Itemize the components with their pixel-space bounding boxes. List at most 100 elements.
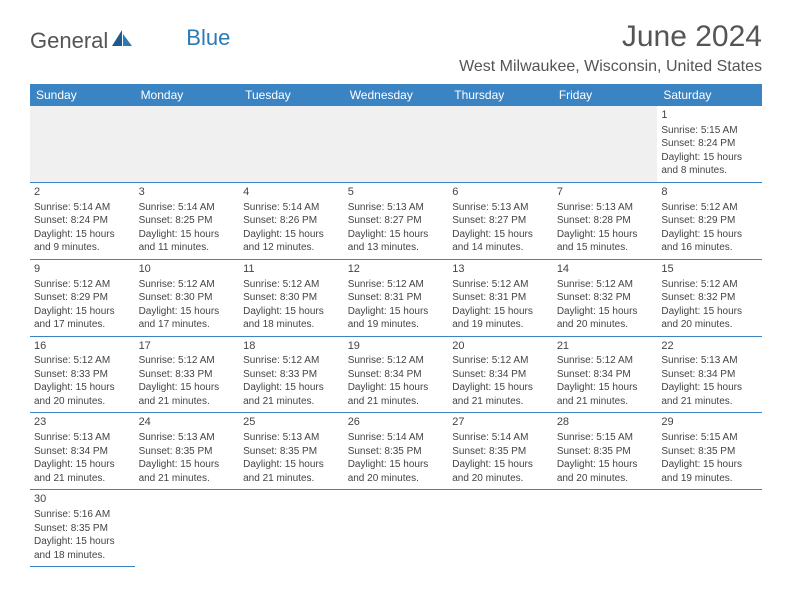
calendar-cell: 25Sunrise: 5:13 AMSunset: 8:35 PMDayligh… <box>239 413 344 490</box>
sunset-line: Sunset: 8:33 PM <box>139 368 236 382</box>
calendar-cell <box>553 106 658 182</box>
sunset-line: Sunset: 8:35 PM <box>557 445 654 459</box>
calendar-cell: 12Sunrise: 5:12 AMSunset: 8:31 PMDayligh… <box>344 259 449 336</box>
sunset-line: Sunset: 8:28 PM <box>557 214 654 228</box>
header: General Blue June 2024 West Milwaukee, W… <box>30 20 762 76</box>
daylight-line: Daylight: 15 hours and 19 minutes. <box>452 305 549 332</box>
calendar-cell <box>448 106 553 182</box>
calendar-cell: 26Sunrise: 5:14 AMSunset: 8:35 PMDayligh… <box>344 413 449 490</box>
calendar-cell <box>344 106 449 182</box>
sunrise-line: Sunrise: 5:12 AM <box>243 354 340 368</box>
daylight-line: Daylight: 15 hours and 21 minutes. <box>661 381 758 408</box>
daylight-line: Daylight: 15 hours and 20 minutes. <box>557 305 654 332</box>
sunset-line: Sunset: 8:29 PM <box>661 214 758 228</box>
day-number: 21 <box>557 339 654 354</box>
daylight-line: Daylight: 15 hours and 21 minutes. <box>243 458 340 485</box>
sunrise-line: Sunrise: 5:15 AM <box>557 431 654 445</box>
col-friday: Friday <box>553 84 658 106</box>
sunset-line: Sunset: 8:35 PM <box>34 522 131 536</box>
daylight-line: Daylight: 15 hours and 21 minutes. <box>34 458 131 485</box>
daylight-line: Daylight: 15 hours and 21 minutes. <box>139 458 236 485</box>
daylight-line: Daylight: 15 hours and 9 minutes. <box>34 228 131 255</box>
daylight-line: Daylight: 15 hours and 21 minutes. <box>243 381 340 408</box>
calendar-cell: 9Sunrise: 5:12 AMSunset: 8:29 PMDaylight… <box>30 259 135 336</box>
day-number: 29 <box>661 415 758 430</box>
logo: General Blue <box>30 28 230 54</box>
day-number: 14 <box>557 262 654 277</box>
calendar-cell <box>344 490 449 567</box>
sunrise-line: Sunrise: 5:12 AM <box>243 278 340 292</box>
sunset-line: Sunset: 8:32 PM <box>661 291 758 305</box>
calendar-cell: 10Sunrise: 5:12 AMSunset: 8:30 PMDayligh… <box>135 259 240 336</box>
daylight-line: Daylight: 15 hours and 13 minutes. <box>348 228 445 255</box>
calendar-row: 9Sunrise: 5:12 AMSunset: 8:29 PMDaylight… <box>30 259 762 336</box>
calendar-cell: 8Sunrise: 5:12 AMSunset: 8:29 PMDaylight… <box>657 182 762 259</box>
sunset-line: Sunset: 8:27 PM <box>452 214 549 228</box>
sunset-line: Sunset: 8:34 PM <box>34 445 131 459</box>
sunset-line: Sunset: 8:24 PM <box>34 214 131 228</box>
day-number: 5 <box>348 185 445 200</box>
calendar-cell: 20Sunrise: 5:12 AMSunset: 8:34 PMDayligh… <box>448 336 553 413</box>
calendar-cell: 21Sunrise: 5:12 AMSunset: 8:34 PMDayligh… <box>553 336 658 413</box>
day-number: 1 <box>661 108 758 123</box>
sunset-line: Sunset: 8:30 PM <box>243 291 340 305</box>
sunrise-line: Sunrise: 5:12 AM <box>557 278 654 292</box>
daylight-line: Daylight: 15 hours and 14 minutes. <box>452 228 549 255</box>
sunrise-line: Sunrise: 5:12 AM <box>452 354 549 368</box>
sunset-line: Sunset: 8:35 PM <box>243 445 340 459</box>
calendar-cell: 23Sunrise: 5:13 AMSunset: 8:34 PMDayligh… <box>30 413 135 490</box>
calendar-row: 2Sunrise: 5:14 AMSunset: 8:24 PMDaylight… <box>30 182 762 259</box>
calendar-cell: 5Sunrise: 5:13 AMSunset: 8:27 PMDaylight… <box>344 182 449 259</box>
day-number: 25 <box>243 415 340 430</box>
day-number: 18 <box>243 339 340 354</box>
day-number: 24 <box>139 415 236 430</box>
calendar-row: 1Sunrise: 5:15 AMSunset: 8:24 PMDaylight… <box>30 106 762 182</box>
logo-text-general: General <box>30 28 108 54</box>
sunset-line: Sunset: 8:30 PM <box>139 291 236 305</box>
sunrise-line: Sunrise: 5:13 AM <box>243 431 340 445</box>
calendar-cell: 3Sunrise: 5:14 AMSunset: 8:25 PMDaylight… <box>135 182 240 259</box>
sunset-line: Sunset: 8:34 PM <box>661 368 758 382</box>
day-number: 26 <box>348 415 445 430</box>
daylight-line: Daylight: 15 hours and 19 minutes. <box>661 458 758 485</box>
sunset-line: Sunset: 8:35 PM <box>139 445 236 459</box>
sunset-line: Sunset: 8:33 PM <box>34 368 131 382</box>
col-tuesday: Tuesday <box>239 84 344 106</box>
calendar-cell: 7Sunrise: 5:13 AMSunset: 8:28 PMDaylight… <box>553 182 658 259</box>
calendar-row: 23Sunrise: 5:13 AMSunset: 8:34 PMDayligh… <box>30 413 762 490</box>
calendar-header-row: Sunday Monday Tuesday Wednesday Thursday… <box>30 84 762 106</box>
daylight-line: Daylight: 15 hours and 19 minutes. <box>348 305 445 332</box>
day-number: 19 <box>348 339 445 354</box>
calendar-cell: 13Sunrise: 5:12 AMSunset: 8:31 PMDayligh… <box>448 259 553 336</box>
sunrise-line: Sunrise: 5:12 AM <box>661 201 758 215</box>
sunrise-line: Sunrise: 5:13 AM <box>348 201 445 215</box>
daylight-line: Daylight: 15 hours and 12 minutes. <box>243 228 340 255</box>
sunrise-line: Sunrise: 5:13 AM <box>557 201 654 215</box>
sunrise-line: Sunrise: 5:14 AM <box>348 431 445 445</box>
title-month: June 2024 <box>459 20 762 54</box>
col-sunday: Sunday <box>30 84 135 106</box>
day-number: 7 <box>557 185 654 200</box>
day-number: 4 <box>243 185 340 200</box>
calendar-cell: 22Sunrise: 5:13 AMSunset: 8:34 PMDayligh… <box>657 336 762 413</box>
day-number: 13 <box>452 262 549 277</box>
calendar-cell: 27Sunrise: 5:14 AMSunset: 8:35 PMDayligh… <box>448 413 553 490</box>
sunset-line: Sunset: 8:33 PM <box>243 368 340 382</box>
sunrise-line: Sunrise: 5:16 AM <box>34 508 131 522</box>
day-number: 30 <box>34 492 131 507</box>
day-number: 10 <box>139 262 236 277</box>
calendar-cell <box>448 490 553 567</box>
sunset-line: Sunset: 8:32 PM <box>557 291 654 305</box>
day-number: 9 <box>34 262 131 277</box>
daylight-line: Daylight: 15 hours and 18 minutes. <box>243 305 340 332</box>
day-number: 12 <box>348 262 445 277</box>
sunrise-line: Sunrise: 5:13 AM <box>34 431 131 445</box>
logo-text-blue: Blue <box>186 25 230 51</box>
sunrise-line: Sunrise: 5:12 AM <box>348 354 445 368</box>
sunrise-line: Sunrise: 5:14 AM <box>139 201 236 215</box>
daylight-line: Daylight: 15 hours and 20 minutes. <box>452 458 549 485</box>
calendar-cell: 1Sunrise: 5:15 AMSunset: 8:24 PMDaylight… <box>657 106 762 182</box>
calendar-cell: 18Sunrise: 5:12 AMSunset: 8:33 PMDayligh… <box>239 336 344 413</box>
day-number: 11 <box>243 262 340 277</box>
calendar-cell: 4Sunrise: 5:14 AMSunset: 8:26 PMDaylight… <box>239 182 344 259</box>
